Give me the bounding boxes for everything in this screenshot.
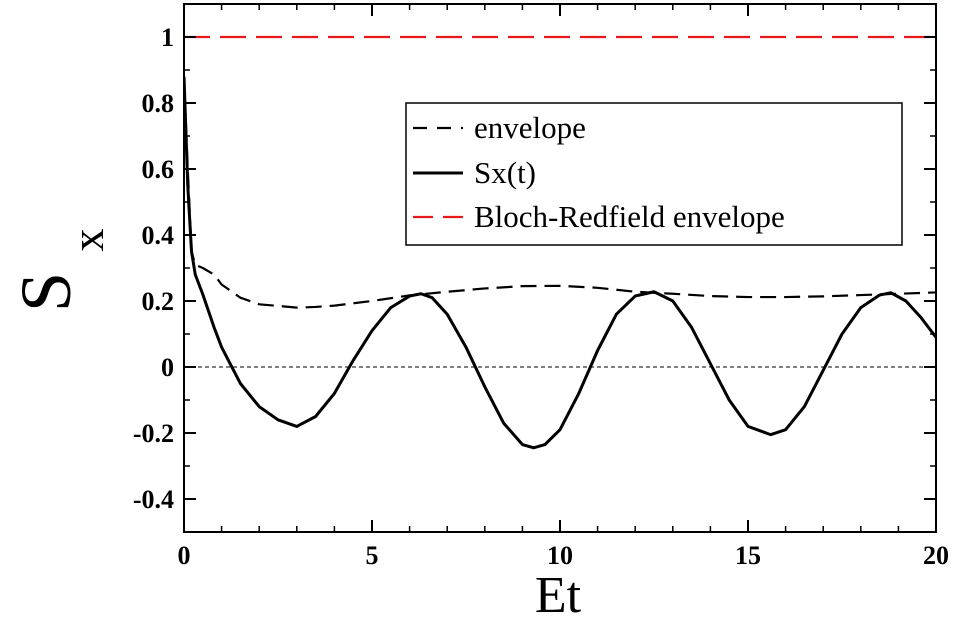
plot-frame [183,3,937,533]
legend-label-1: Sx(t) [474,155,536,190]
y-tick-label: 0.6 [142,155,175,184]
y-tick-label: -0.2 [133,419,174,448]
y-tick-label: 1 [161,23,174,52]
legend: envelope Sx(t) Bloch-Redfield envelope [405,102,903,246]
y-axis-subscript: x [62,229,113,252]
ticks-layer: 0 5 10 15 20 -0.4 -0.2 0 0.2 0.4 0.6 0.8 1 [133,4,949,570]
y-axis-title-main: S [6,272,86,312]
y-axis-title: S [6,272,86,312]
y-tick-label: 0.8 [142,89,175,118]
legend-label-2: Bloch-Redfield envelope [474,199,785,234]
x-tick-label: 10 [547,541,573,570]
x-tick-label: 20 [923,541,949,570]
legend-label-0: envelope [474,110,586,145]
series-line-1 [184,76,936,450]
y-axis-title-subscript: x [62,229,113,252]
y-tick-label: 0 [161,353,174,382]
y-tick-label: 0.2 [142,287,175,316]
legend-box [405,102,903,246]
x-axis-title: Et [535,567,582,624]
y-tick-label: 0.4 [142,221,175,250]
x-tick-label: 0 [178,541,191,570]
y-tick-label: -0.4 [133,485,174,514]
series-layer [184,35,936,450]
x-tick-label: 5 [366,541,379,570]
x-tick-label: 15 [735,541,761,570]
